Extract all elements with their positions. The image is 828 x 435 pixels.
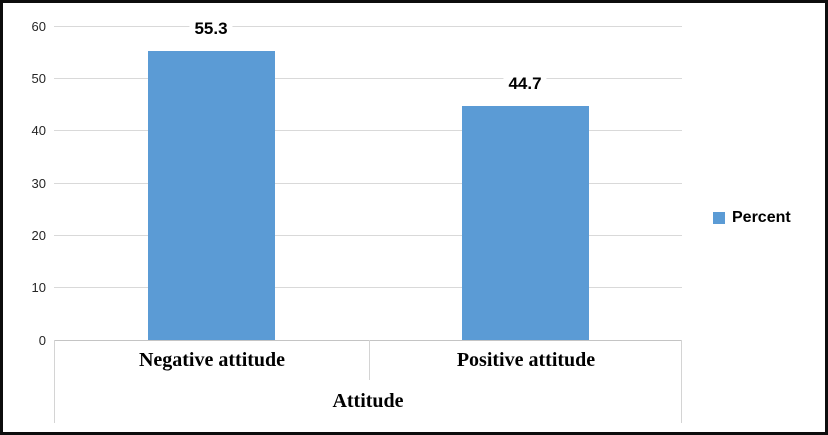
legend: Percent <box>713 207 791 229</box>
legend-marker-icon <box>713 212 725 224</box>
legend-label: Percent <box>732 209 791 226</box>
category-label-negative-attitude: Negative attitude <box>138 348 286 371</box>
y-tick-label-20: 20 <box>31 227 46 243</box>
gridline-20 <box>54 234 682 236</box>
y-tick-label-10: 10 <box>31 280 46 296</box>
y-tick-label-40: 40 <box>31 123 46 139</box>
y-tick-label-60: 60 <box>31 18 46 34</box>
bar-positive-attitude <box>461 106 589 340</box>
category-divider <box>368 340 370 380</box>
data-label-55.3: 55.3 <box>189 19 233 39</box>
category-label-positive-attitude: Positive attitude <box>456 348 596 371</box>
category-axis: Negative attitude Positive attitude Attit… <box>54 340 682 423</box>
x-axis-title: Attitude <box>332 390 404 412</box>
gridline-60 <box>54 25 682 27</box>
gridline-30 <box>54 182 682 184</box>
bar-negative-attitude <box>147 51 275 340</box>
plot-area: 55.3 44.7 <box>54 19 682 341</box>
y-tick-label-30: 30 <box>31 175 46 191</box>
x-axis-baseline <box>54 339 682 341</box>
data-label-44.7: 44.7 <box>503 74 547 94</box>
gridline-40 <box>54 130 682 132</box>
gridline-50 <box>54 77 682 79</box>
y-tick-label-0: 0 <box>38 332 46 348</box>
y-tick-label-50: 50 <box>31 70 46 86</box>
gridline-10 <box>54 287 682 289</box>
